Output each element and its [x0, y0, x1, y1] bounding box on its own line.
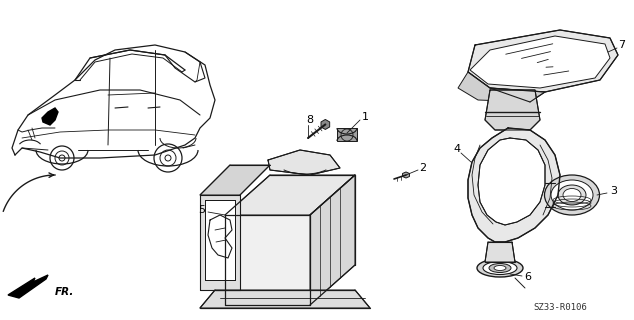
- Text: 7: 7: [618, 40, 626, 50]
- Ellipse shape: [563, 188, 581, 202]
- Polygon shape: [468, 128, 560, 242]
- Text: SZ33-R0106: SZ33-R0106: [533, 303, 587, 313]
- Ellipse shape: [477, 259, 523, 277]
- Text: 4: 4: [453, 144, 460, 154]
- Polygon shape: [205, 200, 235, 280]
- Polygon shape: [458, 72, 545, 102]
- Polygon shape: [8, 275, 48, 298]
- Text: 8: 8: [306, 115, 314, 125]
- Ellipse shape: [545, 175, 600, 215]
- Polygon shape: [268, 150, 340, 175]
- Circle shape: [165, 155, 171, 161]
- Polygon shape: [42, 108, 58, 125]
- Polygon shape: [468, 30, 618, 92]
- Polygon shape: [321, 119, 330, 130]
- Circle shape: [59, 155, 65, 161]
- Ellipse shape: [489, 263, 511, 273]
- Polygon shape: [225, 175, 355, 215]
- Polygon shape: [200, 165, 270, 195]
- Text: 5: 5: [198, 205, 205, 215]
- Polygon shape: [337, 128, 357, 141]
- Polygon shape: [403, 172, 410, 178]
- Polygon shape: [478, 138, 545, 225]
- Text: FR.: FR.: [55, 287, 74, 297]
- Ellipse shape: [558, 185, 586, 205]
- Text: 3: 3: [611, 186, 618, 196]
- Polygon shape: [225, 215, 310, 305]
- Ellipse shape: [551, 180, 593, 210]
- Text: 2: 2: [420, 163, 427, 173]
- Polygon shape: [200, 290, 370, 308]
- Polygon shape: [470, 36, 610, 88]
- Ellipse shape: [494, 266, 506, 270]
- Polygon shape: [485, 90, 540, 130]
- Text: 6: 6: [524, 272, 531, 282]
- Ellipse shape: [483, 261, 517, 275]
- Polygon shape: [485, 242, 515, 262]
- Polygon shape: [200, 195, 240, 290]
- Polygon shape: [310, 175, 355, 305]
- Text: 1: 1: [361, 112, 368, 122]
